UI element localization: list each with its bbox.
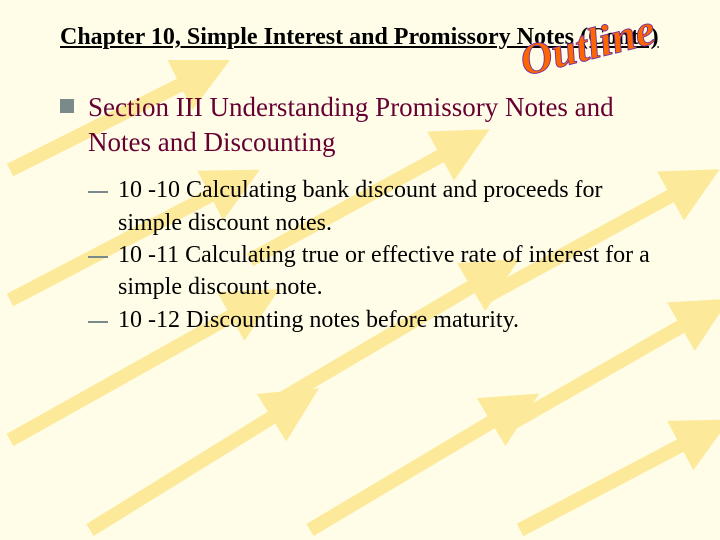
slide-content: Chapter 10, Simple Interest and Promisso… xyxy=(0,0,720,356)
sub-item-text: 10 -11 Calculating true or effective rat… xyxy=(118,239,660,304)
dash-bullet-icon xyxy=(88,256,108,258)
section-heading: Section III Understanding Promissory Not… xyxy=(88,90,660,160)
square-bullet-icon xyxy=(60,99,74,113)
sub-item: 10 -12 Discounting notes before maturity… xyxy=(88,304,660,336)
sub-item-text: 10 -12 Discounting notes before maturity… xyxy=(118,304,519,336)
sub-item: 10 -11 Calculating true or effective rat… xyxy=(88,239,660,304)
dash-bullet-icon xyxy=(88,321,108,323)
dash-bullet-icon xyxy=(88,191,108,193)
sub-item-text: 10 -10 Calculating bank discount and pro… xyxy=(118,174,660,239)
section-row: Section III Understanding Promissory Not… xyxy=(60,90,660,160)
sub-items: 10 -10 Calculating bank discount and pro… xyxy=(88,174,660,336)
sub-item: 10 -10 Calculating bank discount and pro… xyxy=(88,174,660,239)
slide-title: Chapter 10, Simple Interest and Promisso… xyxy=(60,22,660,52)
